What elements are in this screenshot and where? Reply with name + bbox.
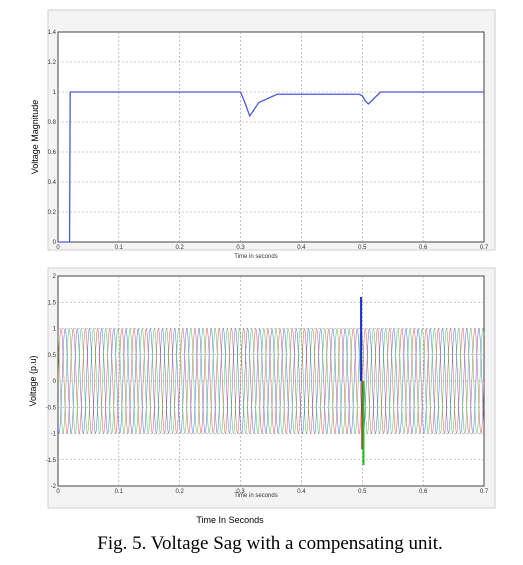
bottom-series [57,297,485,465]
phase-waveform-line [57,328,485,434]
top-y-tick-label: 0.8 [48,120,57,126]
top-x-ticks: 0 0.1 0.2 0.3 0.4 0.5 0.6 0.7 [56,245,489,251]
top-plot-area [57,31,485,243]
bottom-x-tick-label: 0.4 [297,489,306,495]
bottom-y-tick-label: -1 [51,432,57,438]
top-x-tick-label: 0.1 [115,245,124,251]
top-x-tick-label: 0.3 [236,245,245,251]
bottom-x-tick-label: 0.2 [176,489,185,495]
bottom-y-tick-label: 2 [53,274,57,280]
top-y-tick-label: 0.4 [48,180,57,186]
top-x-tick-label: 0.5 [358,245,367,251]
top-series [58,91,484,243]
bottom-x-tick-label: 0.3 [236,489,245,495]
bottom-y-tick-label: -1.5 [46,458,57,464]
bottom-x-tick-label: 0.1 [115,489,124,495]
bottom-x-tick-label: 0 [56,489,60,495]
bottom-y-tick-label: -0.5 [46,405,57,411]
bottom-x-axis-outer-label: Time In Seconds [196,515,264,525]
bottom-y-tick-label: 1 [53,327,57,333]
top-x-tick-label: 0.7 [480,245,489,251]
top-y-tick-label: 1.4 [48,30,57,36]
bottom-y-tick-label: -2 [51,484,57,490]
bottom-x-tick-label: 0.6 [419,489,428,495]
top-x-tick-label: 0.2 [176,245,185,251]
top-grid [58,32,484,242]
top-y-tick-label: 0.6 [48,150,57,156]
top-y-tick-label: 1 [53,90,57,96]
bottom-y-axis-label: Voltage (p.u) [28,355,38,406]
bottom-x-tick-label: 0.7 [480,489,489,495]
bottom-y-ticks: -2 -1.5 -1 -0.5 0 0.5 1 1.5 2 [46,274,57,490]
bottom-y-tick-label: 0.5 [48,353,57,359]
top-x-axis-label: Time in seconds [234,254,277,260]
phase-waveform-line [57,328,485,434]
bottom-x-axis-label: Time in seconds [234,493,277,499]
voltage-magnitude-panel: 0 0.1 0.2 0.3 0.4 0.5 0.6 0.7 0 0.2 0.4 0.6 0.8 1 1.2… [30,9,496,260]
phase-waveform-line [57,327,485,435]
voltage-magnitude-line [58,91,484,243]
bottom-x-ticks: 0 0.1 0.2 0.3 0.4 0.5 0.6 0.7 [56,489,489,495]
top-x-tick-label: 0 [56,245,60,251]
figure-caption: Fig. 5. Voltage Sag with a compensating … [97,533,443,554]
top-y-axis-label: Voltage Magnitude [30,100,40,175]
top-y-tick-label: 0.2 [48,210,57,216]
bottom-y-tick-label: 1.5 [48,300,57,306]
top-y-ticks: 0 0.2 0.4 0.6 0.8 1 1.2 1.4 [48,30,57,246]
top-y-tick-label: 0 [53,240,57,246]
bottom-y-tick-label: 0 [53,379,57,385]
top-y-tick-label: 1.2 [48,60,57,66]
bottom-x-tick-label: 0.5 [358,489,367,495]
voltage-waveform-panel: 0 0.1 0.2 0.3 0.4 0.5 0.6 0.7 -2 -1.5 -1 -0.5 0 0.5 1… [28,267,496,509]
top-x-tick-label: 0.4 [297,245,306,251]
top-x-tick-label: 0.6 [419,245,428,251]
